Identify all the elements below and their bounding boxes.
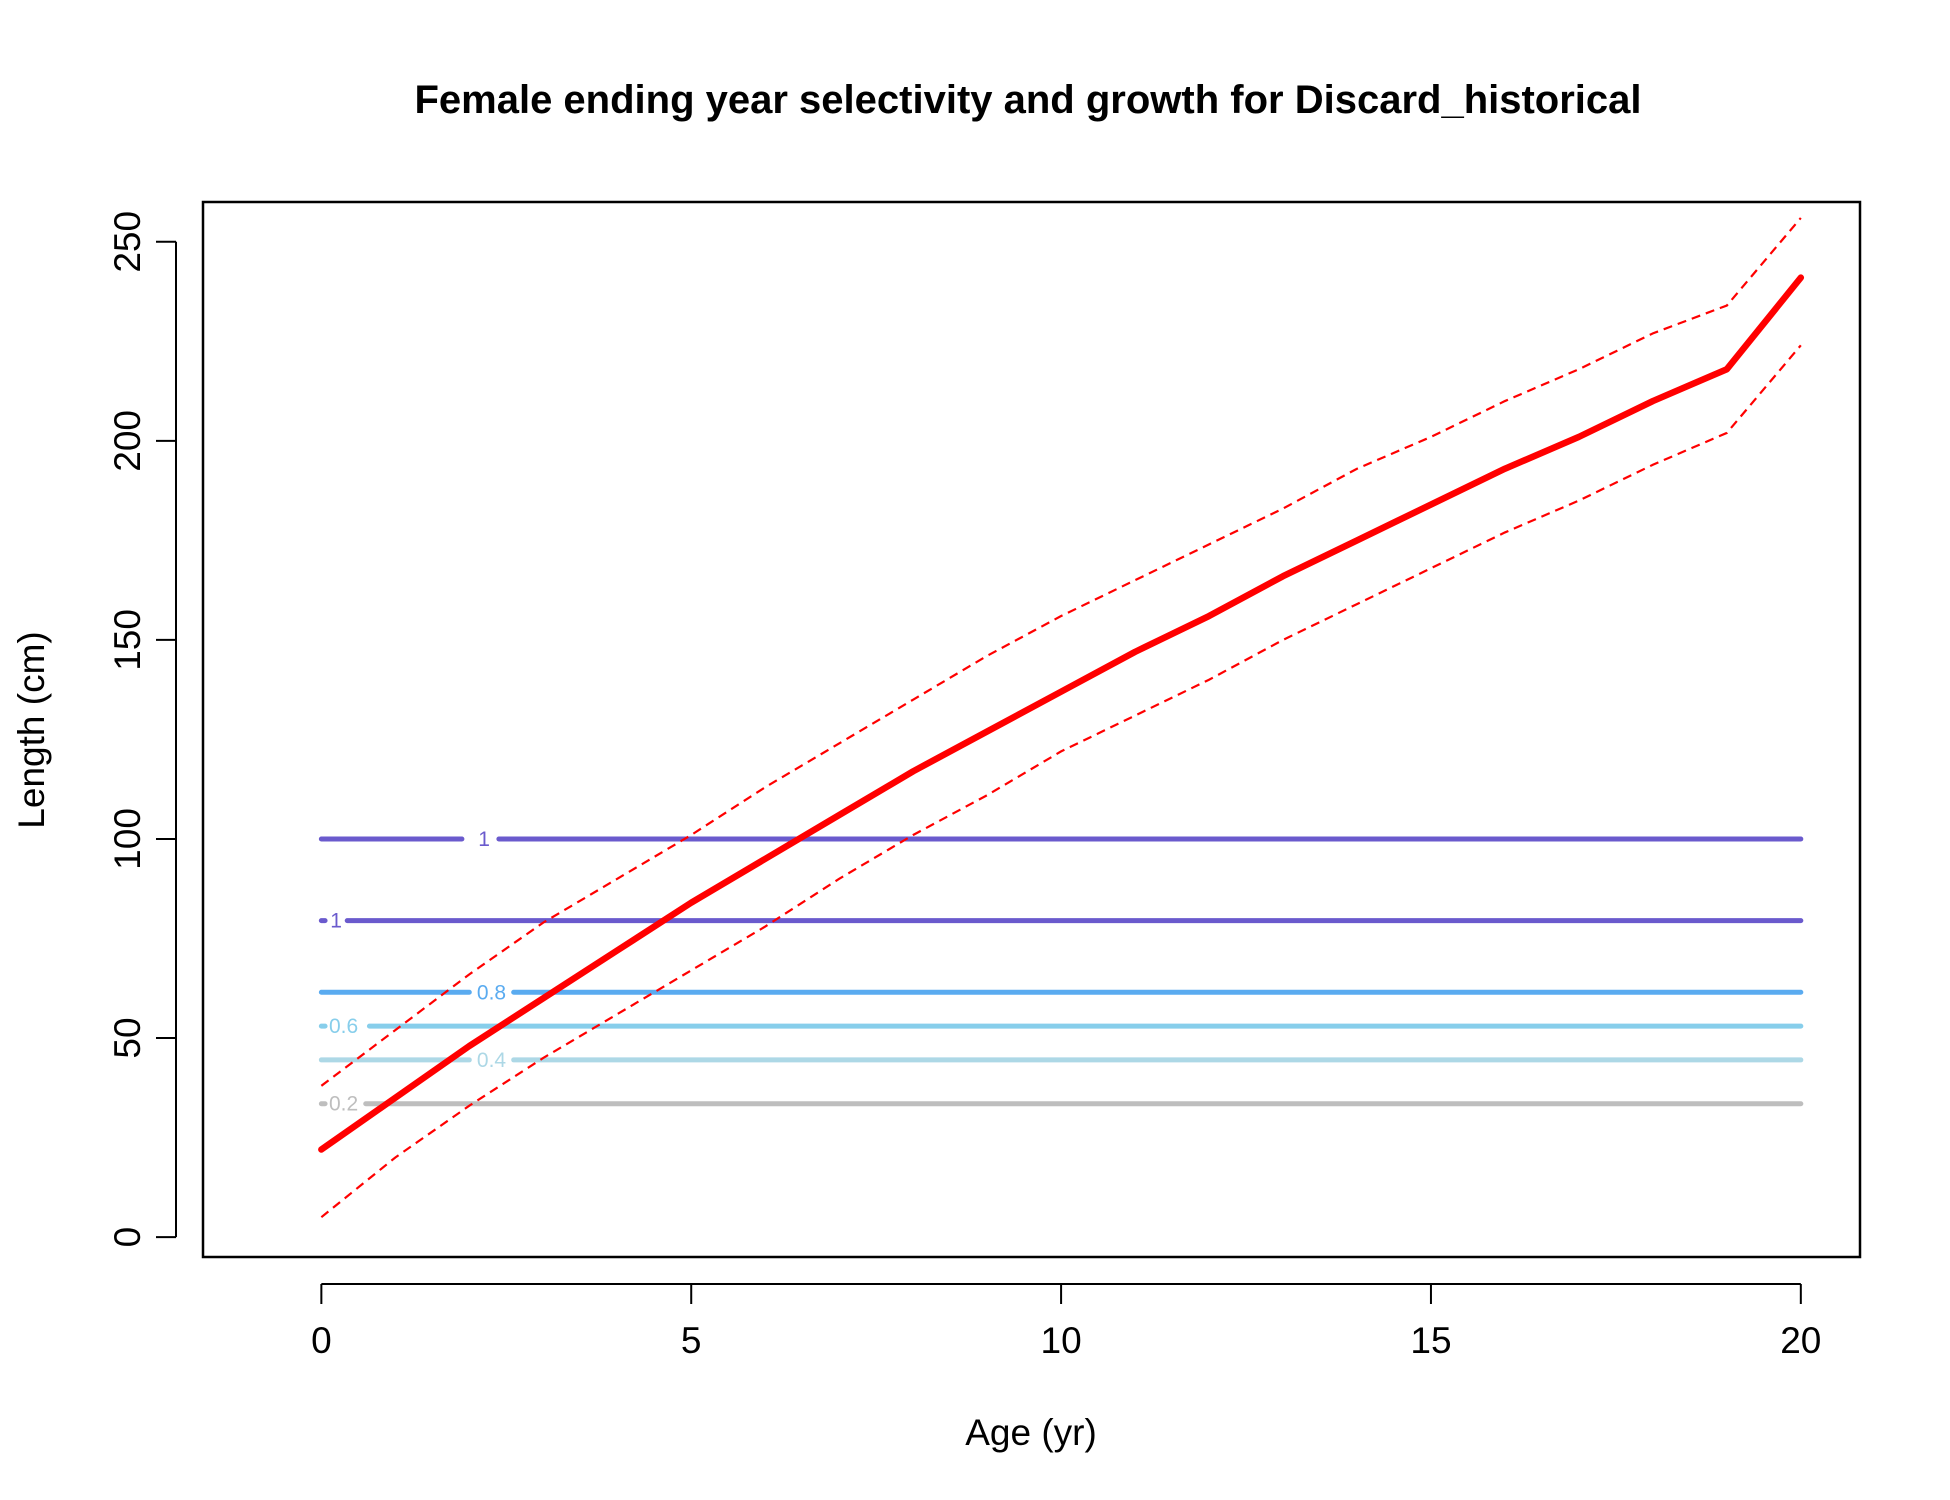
contour-label-1: 1 (330, 910, 342, 933)
selectivity-contours: 1 1 0.8 0.6 0.4 0.2 (318, 828, 1804, 1116)
x-axis: 0 5 10 15 20 (311, 1283, 1821, 1361)
y-tick-label-2: 100 (107, 808, 148, 870)
x-tick-label-4: 20 (1780, 1320, 1821, 1361)
growth-lower-line (320, 344, 1802, 1219)
contour-label-2: 0.8 (477, 981, 506, 1004)
growth-curves (318, 217, 1805, 1219)
contour-label-3: 0.6 (329, 1015, 358, 1038)
y-tick-label-3: 150 (107, 609, 148, 671)
y-tick-label-0: 0 (107, 1227, 148, 1248)
x-tick-label-0: 0 (311, 1320, 332, 1361)
plot-frame (201, 200, 1862, 1259)
y-tick-label-4: 200 (107, 410, 148, 472)
contour-label-5: 0.2 (329, 1093, 358, 1116)
y-tick-label-1: 50 (107, 1017, 148, 1058)
x-tick-label-3: 15 (1410, 1320, 1451, 1361)
growth-upper-line (320, 217, 1802, 1087)
y-axis: 0 50 100 150 200 250 (107, 211, 177, 1248)
y-axis-label: Length (cm) (11, 631, 52, 828)
y-tick-label-5: 250 (107, 211, 148, 273)
x-tick-label-2: 10 (1041, 1320, 1082, 1361)
growth-mean-line (318, 274, 1805, 1153)
x-axis-label: Age (yr) (965, 1412, 1097, 1453)
chart-title: Female ending year selectivity and growt… (414, 78, 1641, 122)
x-tick-label-1: 5 (681, 1320, 702, 1361)
contour-label-0: 1 (478, 828, 490, 851)
contour-label-4: 0.4 (477, 1049, 507, 1072)
